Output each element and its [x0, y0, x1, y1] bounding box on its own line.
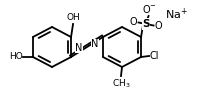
Text: O$^{-}$: O$^{-}$ [142, 3, 156, 15]
Text: CH$_3$: CH$_3$ [112, 77, 130, 90]
Text: N: N [75, 43, 83, 53]
Text: Cl: Cl [149, 51, 159, 61]
Text: O: O [154, 21, 162, 31]
Text: HO: HO [9, 52, 22, 61]
Text: S: S [142, 19, 150, 29]
Text: OH: OH [66, 13, 80, 23]
Text: O: O [129, 17, 137, 27]
Text: N: N [91, 39, 99, 49]
Text: Na$^{+}$: Na$^{+}$ [165, 6, 188, 22]
